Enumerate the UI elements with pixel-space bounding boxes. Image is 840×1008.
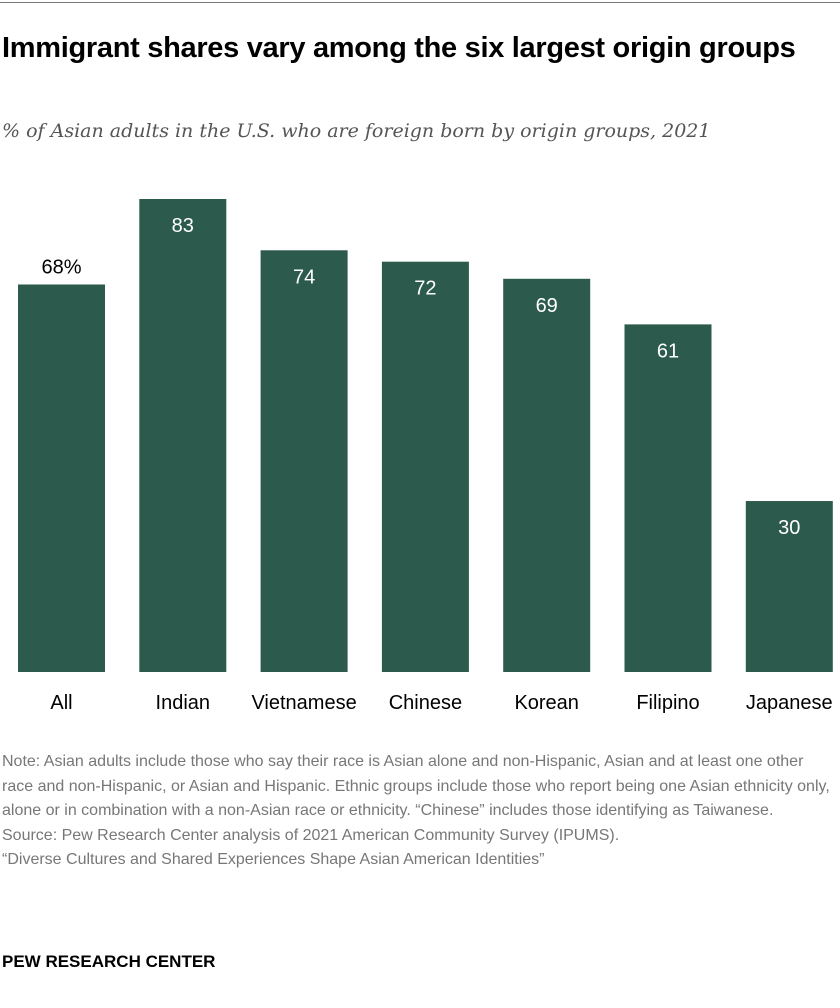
category-label: Filipino [636,692,699,714]
data-label: 74 [293,266,315,288]
bar-all [18,284,105,672]
category-label: Chinese [389,692,462,714]
bar-chart: 68% All 83 Indian 74 Vietnamese 72 Chinese 69 Kor… [18,199,833,714]
brand-logo: PEW RESEARCH CENTER [2,952,216,971]
bar-indian [139,199,227,672]
data-label: 83 [172,215,194,237]
data-label: 69 [536,295,558,317]
data-label: 61 [657,340,679,362]
chart-subtitle: % of Asian adults in the U.S. who are fo… [2,120,711,142]
category-label: Korean [514,692,579,714]
data-label: 68% [41,256,81,278]
report-title: “Diverse Cultures and Shared Experiences… [2,851,545,868]
note-text: Note: Asian adults include those who say… [2,753,830,819]
data-label: 72 [414,278,436,300]
source-text: Source: Pew Research Center analysis of … [2,826,620,844]
bar-chinese [381,261,469,672]
bar-vietnamese [260,250,348,672]
data-label: 30 [778,517,800,539]
chart-title: Immigrant shares vary among the six larg… [2,32,796,64]
bar-japanese [745,501,833,672]
top-rule [0,2,840,3]
category-label: All [50,692,72,714]
category-label: Japanese [746,692,833,714]
category-label: Indian [156,692,211,714]
notes: Note: Asian adults include those who say… [2,750,832,873]
bar-filipino [624,324,712,672]
bar-korean [503,278,591,672]
category-label: Vietnamese [251,692,356,714]
